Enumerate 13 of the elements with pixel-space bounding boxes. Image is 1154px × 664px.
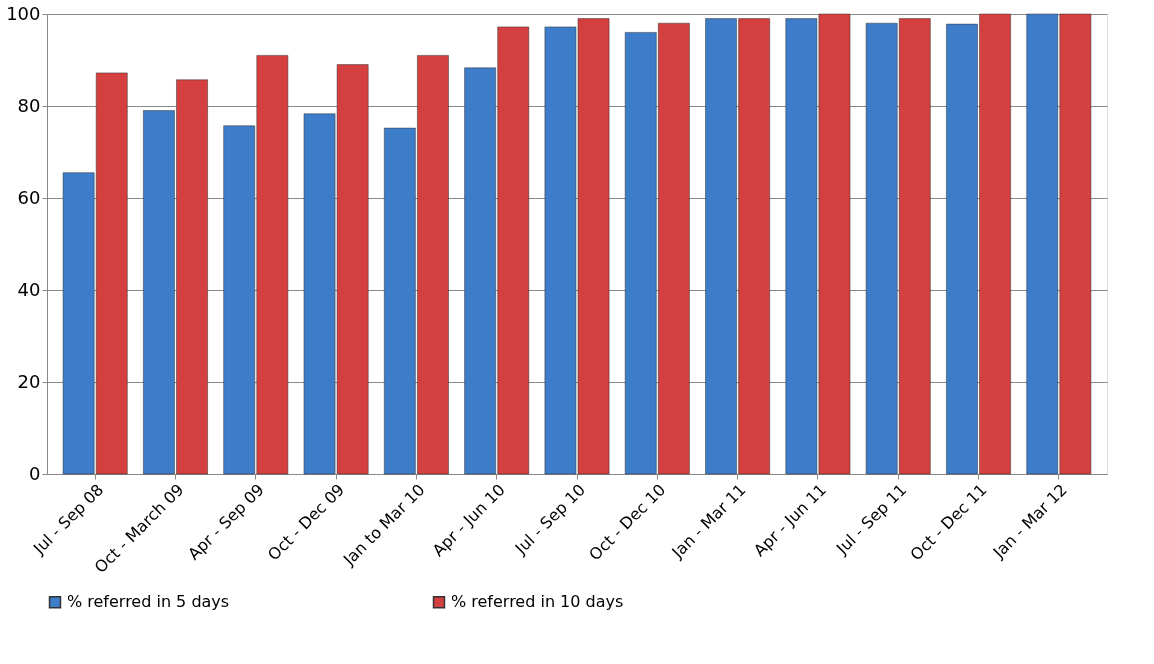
x-tick-label: Apr - Jun 10	[428, 480, 509, 561]
legend-label: % referred in 5 days	[67, 592, 230, 612]
y-tick-label: 0	[29, 462, 41, 484]
y-tick-label: 80	[17, 94, 41, 116]
x-tick-label: Jan - Mar 12	[988, 480, 1071, 563]
y-tick-label: 40	[17, 278, 41, 300]
legend-label: % referred in 10 days	[451, 592, 624, 612]
y-tick-label: 100	[6, 2, 41, 24]
x-tick-label: Apr - Sep 09	[184, 480, 268, 564]
y-tick-label: 20	[17, 370, 41, 392]
x-tick-label: Jan - Mar 11	[667, 480, 750, 563]
y-tick-label: 60	[17, 186, 41, 208]
x-tick-label: Apr - Jun 11	[749, 480, 830, 561]
